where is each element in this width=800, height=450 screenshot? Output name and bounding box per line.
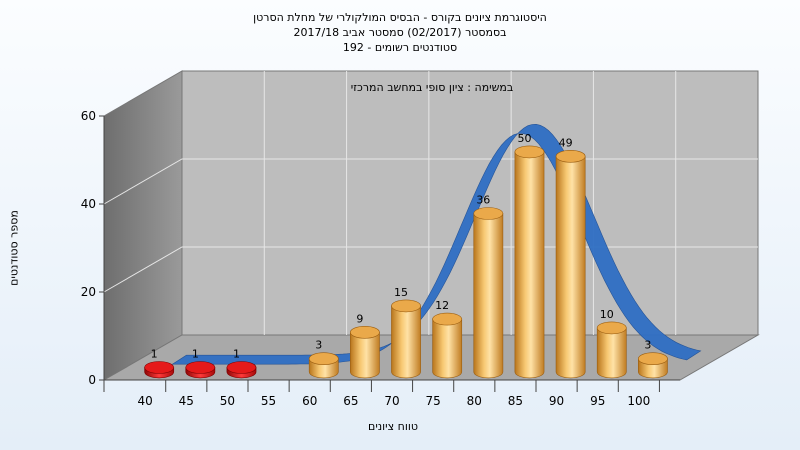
x-axis-label: טווח ציונים: [368, 420, 418, 433]
bar-value-label: 1: [151, 348, 158, 361]
x-tick-label: 60: [302, 394, 317, 408]
x-tick-label: 75: [426, 394, 441, 408]
bar: [473, 207, 504, 379]
bar: [432, 312, 463, 379]
x-tick-label: 45: [179, 394, 194, 408]
bar-top: [596, 321, 627, 335]
bar: [144, 361, 175, 379]
bar-body: [391, 305, 421, 379]
bar-value-label: 15: [394, 286, 408, 299]
bar-value-label: 1: [192, 348, 199, 361]
x-tick-label: 80: [467, 394, 482, 408]
chart-title-line-2: בסמסטר (02/2017) סמסטר אביב 2017/18: [293, 26, 507, 39]
bar: [308, 352, 339, 379]
bar-body: [350, 332, 380, 379]
bar-top: [226, 361, 257, 374]
bar-value-label: 1: [233, 348, 240, 361]
bar: [226, 361, 257, 379]
bar: [514, 145, 545, 379]
bar: [596, 321, 627, 379]
bar-value-label: 10: [600, 308, 614, 321]
chart-annotation: במשימה : ציון סופי במחשב המרכזי: [350, 81, 514, 94]
bar-top: [185, 361, 216, 374]
bar-body: [596, 327, 627, 379]
bar-body: [555, 156, 586, 379]
chart-title-line-1: היסטוגרמת ציונים בקורס - הבסיס המולקולרי…: [253, 11, 547, 24]
bar: [185, 361, 216, 379]
bar-body: [514, 151, 545, 379]
y-tick-label: 60: [81, 109, 96, 123]
x-tick-label: 50: [220, 394, 235, 408]
bar-body: [473, 213, 504, 379]
x-tick-label: 55: [261, 394, 276, 408]
bar-value-label: 36: [476, 194, 490, 207]
bar: [391, 299, 421, 379]
chart-title: היסטוגרמת ציונים בקורס - הבסיס המולקולרי…: [0, 10, 800, 55]
y-axis-label: מספר סטודנטים: [7, 210, 21, 286]
left-wall: [103, 70, 183, 381]
x-tick-label: 65: [343, 394, 358, 408]
bar-top: [473, 207, 504, 220]
bar-value-label: 50: [517, 132, 531, 145]
bar-value-label: 49: [559, 136, 573, 149]
bar-body: [432, 318, 463, 379]
bar-top: [555, 150, 586, 163]
x-tick-label: 95: [590, 394, 605, 408]
bar-top: [350, 325, 380, 339]
bar: [350, 325, 380, 379]
bar-top: [308, 352, 339, 366]
bar-top: [638, 352, 668, 366]
bar: [555, 150, 586, 379]
y-tick-label: 0: [88, 373, 96, 387]
x-tick-label: 70: [384, 394, 399, 408]
y-tick-label: 40: [81, 197, 96, 211]
bar-top: [432, 312, 463, 326]
bar-top: [514, 145, 545, 159]
x-tick-label: 85: [508, 394, 523, 408]
y-tick-label: 20: [81, 285, 96, 299]
bar-value-label: 3: [315, 339, 322, 352]
bar-top: [144, 361, 175, 374]
x-tick-label: 90: [549, 394, 564, 408]
chart-title-line-3: סטודנטים רשומים - 192: [342, 41, 458, 54]
back-wall: [181, 70, 759, 336]
x-tick-label: 40: [138, 394, 153, 408]
bar-top: [391, 299, 421, 313]
bar-value-label: 12: [435, 299, 449, 312]
bar: [638, 352, 668, 379]
bar-value-label: 3: [644, 339, 651, 352]
x-tick-label: 100: [627, 394, 650, 408]
bar-value-label: 9: [356, 312, 363, 325]
